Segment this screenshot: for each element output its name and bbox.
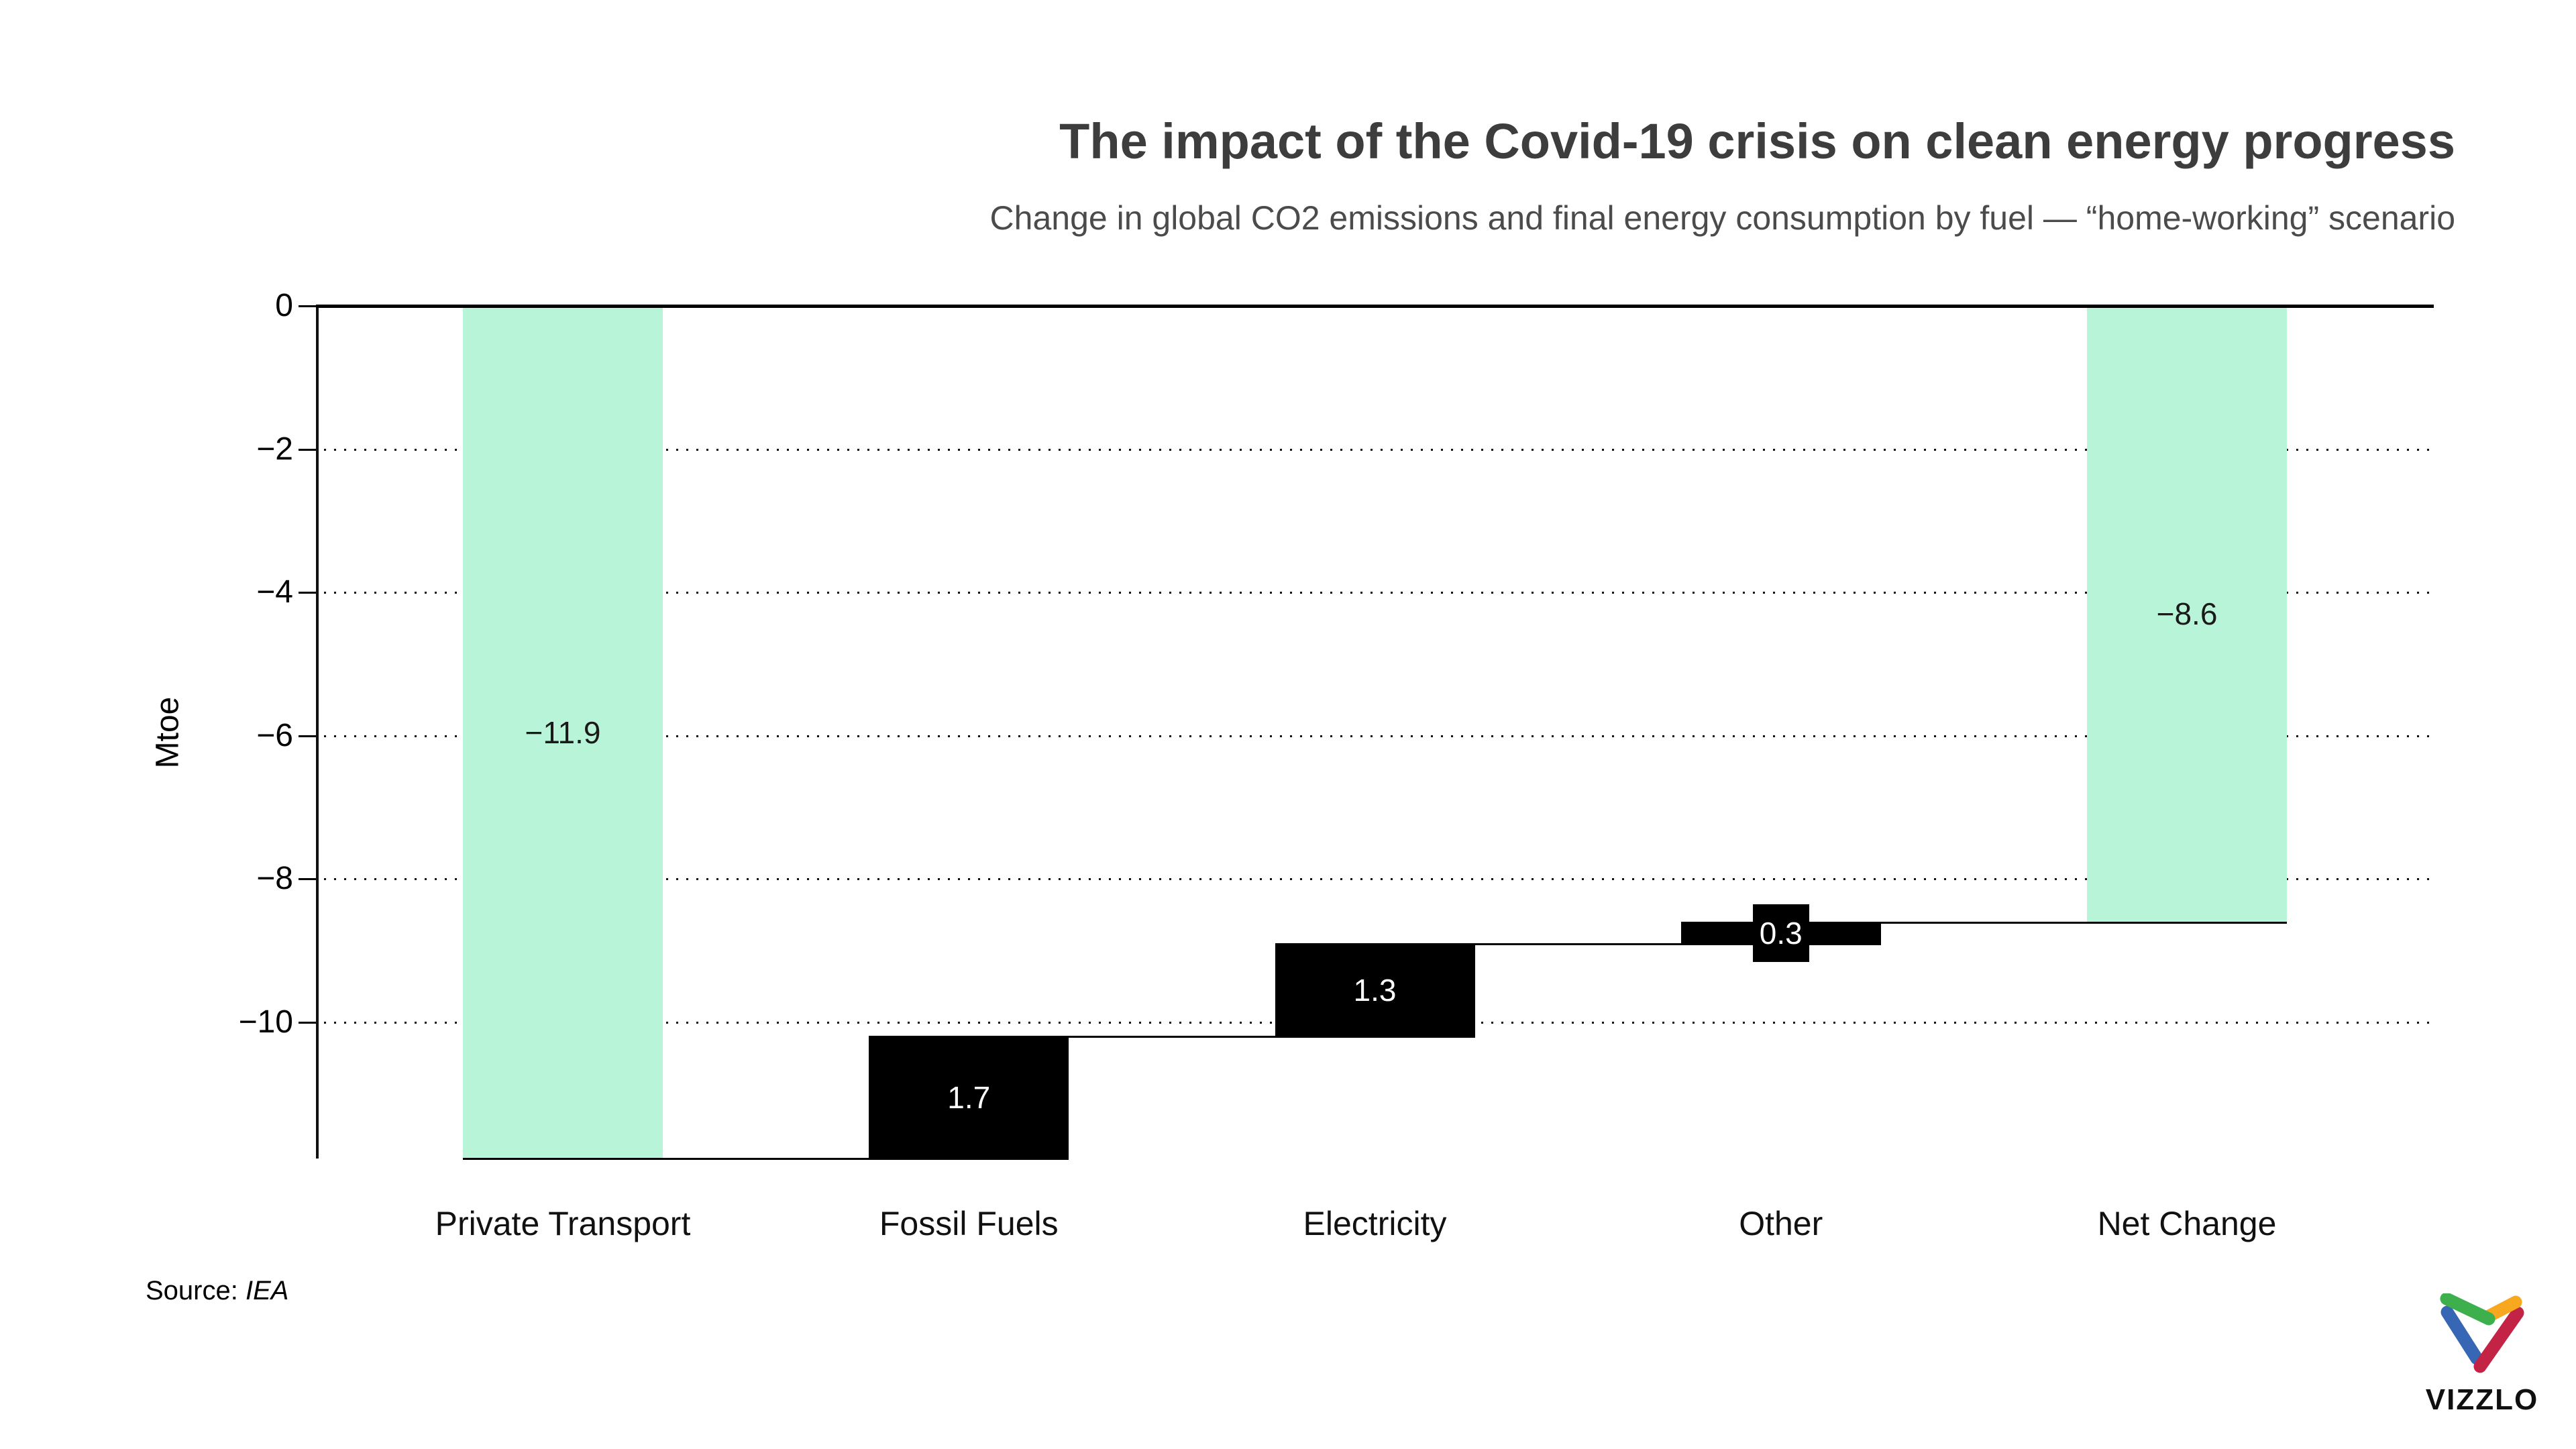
- gridline: [324, 448, 2434, 451]
- gridline: [324, 592, 2434, 594]
- category-label: Other: [1739, 1205, 1823, 1242]
- vizzlo-logo: VIZZLO: [2420, 1293, 2544, 1417]
- connector-line: [1680, 921, 2287, 924]
- zero-axis-line: [316, 305, 2434, 308]
- waterfall-bar: [869, 1036, 1069, 1159]
- y-tick-mark: [299, 592, 316, 594]
- bar-value-label: −8.6: [2156, 596, 2218, 632]
- connector-line: [1275, 943, 1881, 945]
- y-tick-label: 0: [275, 288, 293, 323]
- bar-value-label: 1.3: [1353, 973, 1397, 1008]
- source-prefix: Source:: [146, 1276, 238, 1305]
- gridline: [324, 878, 2434, 881]
- waterfall-bar: [2087, 306, 2287, 922]
- y-axis-line: [316, 305, 319, 1159]
- y-tick-mark: [299, 305, 316, 307]
- category-label: Electricity: [1303, 1205, 1447, 1242]
- connector-line: [869, 1036, 1475, 1038]
- vizzlo-logo-icon: [2440, 1293, 2524, 1373]
- y-tick-label: −2: [256, 431, 293, 467]
- category-label: Private Transport: [435, 1205, 691, 1242]
- y-tick-mark: [299, 878, 316, 881]
- y-tick-label: −4: [256, 574, 293, 610]
- connector-line: [463, 1158, 1069, 1160]
- bar-value-label: 1.7: [947, 1080, 991, 1116]
- y-tick-label: −6: [256, 717, 293, 753]
- y-tick-mark: [299, 448, 316, 451]
- vizzlo-wordmark: VIZZLO: [2425, 1383, 2539, 1416]
- waterfall-bar: [463, 306, 663, 1159]
- y-tick-label: −8: [256, 861, 293, 897]
- category-label: Fossil Fuels: [879, 1205, 1059, 1242]
- chart-title: The impact of the Covid-19 crisis on cle…: [1059, 113, 2455, 169]
- chart-subtitle: Change in global CO2 emissions and final…: [989, 199, 2455, 237]
- bar-value-label: −11.9: [525, 714, 601, 750]
- y-tick-mark: [299, 1022, 316, 1024]
- waterfall-bar: [1275, 943, 1475, 1037]
- source-note: Source: IEA: [146, 1276, 288, 1306]
- source-name: IEA: [245, 1276, 289, 1305]
- gridline: [324, 735, 2434, 737]
- y-tick-label: −10: [238, 1004, 293, 1040]
- category-label: Net Change: [2097, 1205, 2277, 1242]
- bar-value-label: 0.3: [1752, 904, 1809, 962]
- y-tick-mark: [299, 735, 316, 737]
